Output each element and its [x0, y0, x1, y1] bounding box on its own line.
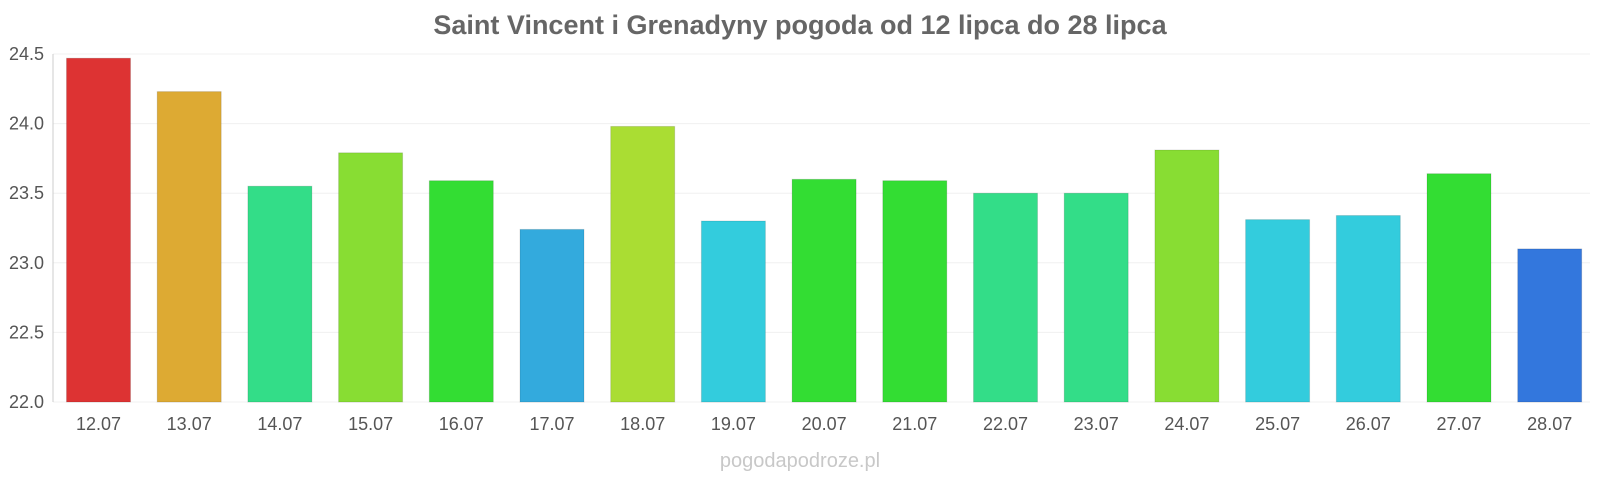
bar-20.07	[791, 178, 857, 403]
bars	[66, 57, 1583, 403]
x-tick-label: 27.07	[1436, 414, 1481, 434]
chart-title: Saint Vincent i Grenadyny pogoda od 12 l…	[433, 10, 1167, 40]
watermark: pogodapodroze.pl	[719, 450, 881, 472]
bar-27.07	[1426, 173, 1492, 403]
y-tick-label: 23.5	[9, 183, 44, 203]
x-tick-label: 19.07	[711, 414, 756, 434]
x-tick-label: 12.07	[76, 414, 121, 434]
bar-28.07	[1517, 248, 1583, 403]
bar-19.07	[700, 220, 766, 403]
y-tick-label: 23.0	[9, 253, 44, 273]
bar-24.07	[1154, 149, 1220, 403]
bar-18.07	[610, 125, 676, 403]
x-tick-label: 26.07	[1346, 414, 1391, 434]
x-tick-label: 17.07	[529, 414, 574, 434]
x-tick-label: 22.07	[983, 414, 1028, 434]
x-tick-label: 15.07	[348, 414, 393, 434]
bar-16.07	[428, 180, 494, 403]
bar-13.07	[156, 91, 222, 403]
bar-17.07	[519, 228, 585, 403]
x-tick-label: 24.07	[1164, 414, 1209, 434]
bar-25.07	[1245, 219, 1311, 403]
y-tick-label: 24.0	[9, 114, 44, 134]
x-axis-ticks: 12.07 13.07 14.07 15.07 16.07 17.07 18.07 19.07…	[76, 414, 1572, 434]
bar-23.07	[1063, 192, 1129, 403]
bar-14.07	[247, 185, 313, 403]
x-tick-label: 23.07	[1074, 414, 1119, 434]
x-tick-label: 13.07	[167, 414, 212, 434]
x-tick-label: 28.07	[1527, 414, 1572, 434]
x-tick-label: 16.07	[439, 414, 484, 434]
bar-15.07	[338, 152, 404, 403]
x-tick-label: 14.07	[257, 414, 302, 434]
y-tick-label: 24.5	[9, 44, 44, 64]
bar-22.07	[973, 192, 1038, 403]
bar-12.07	[66, 57, 131, 403]
bar-26.07	[1335, 215, 1401, 403]
x-tick-label: 20.07	[802, 414, 847, 434]
bar-21.07	[882, 180, 948, 403]
y-tick-label: 22.5	[9, 322, 44, 342]
x-tick-label: 18.07	[620, 414, 665, 434]
x-tick-label: 25.07	[1255, 414, 1300, 434]
x-tick-label: 21.07	[892, 414, 937, 434]
y-tick-label: 22.0	[9, 392, 44, 412]
y-axis-ticks: 22.0 22.5 23.0 23.5 24.0 24.5	[9, 44, 44, 412]
